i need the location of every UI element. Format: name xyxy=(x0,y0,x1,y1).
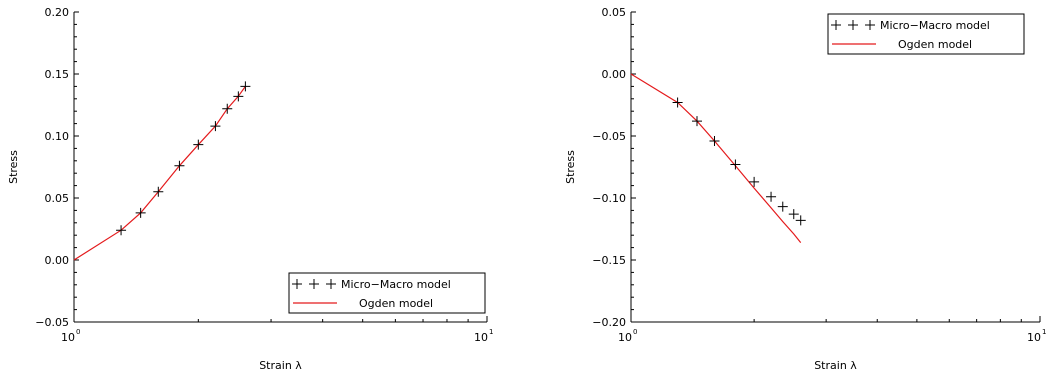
y-tick-label: −0.05 xyxy=(592,130,626,143)
x-axis-label: Strain λ xyxy=(259,359,302,372)
legend-box xyxy=(827,13,1025,55)
micro-macro-point xyxy=(749,176,760,187)
micro-macro-point xyxy=(730,159,741,170)
micro-macro-point xyxy=(788,209,799,220)
legend-label: Ogden model xyxy=(359,297,433,310)
micro-macro-point xyxy=(692,116,702,127)
micro-macro-point xyxy=(222,103,233,114)
legend: Micro−Macro model Ogden model xyxy=(827,13,1025,55)
legend-plus-marker xyxy=(865,20,875,30)
y-tick-label: 0.20 xyxy=(45,6,70,19)
micro-macro-point xyxy=(193,139,204,150)
y-axis-label: Stress xyxy=(7,150,20,184)
y-tick-label: 0.00 xyxy=(602,68,627,81)
y-tick-label: −0.10 xyxy=(592,192,626,205)
micro-macro-point xyxy=(672,97,683,108)
micro-macro-point xyxy=(795,215,806,226)
ogden-model-line xyxy=(630,73,802,243)
micro-macro-point xyxy=(240,81,251,92)
x-tick-label: 10 xyxy=(618,331,632,344)
micro-macro-point xyxy=(210,121,221,132)
legend-label: Micro−Macro model xyxy=(341,278,451,291)
legend-box xyxy=(288,272,486,314)
x-tick-exponent: 1 xyxy=(1042,328,1046,336)
y-tick-label: −0.20 xyxy=(592,316,626,329)
y-tick-label: 0.15 xyxy=(45,68,70,81)
micro-macro-point xyxy=(709,135,720,146)
y-tick-label: 0.05 xyxy=(602,6,627,19)
x-axis-label: Strain λ xyxy=(814,359,857,372)
legend-label: Ogden model xyxy=(898,38,972,51)
y-tick-label: 0.10 xyxy=(45,130,70,143)
x-tick-exponent: 0 xyxy=(633,328,637,336)
legend: Micro−Macro model Ogden model xyxy=(288,272,486,314)
y-tick-label: 0.05 xyxy=(45,192,70,205)
x-tick-label: 10 xyxy=(61,331,75,344)
micro-macro-point xyxy=(233,91,244,102)
legend-plus-marker xyxy=(309,279,319,289)
legend-plus-marker xyxy=(848,20,858,30)
ogden-model-line xyxy=(73,86,246,261)
x-tick-label: 10 xyxy=(474,331,488,344)
y-tick-label: −0.05 xyxy=(35,316,69,329)
y-tick-label: 0.00 xyxy=(45,254,70,267)
micro-macro-point xyxy=(174,160,185,171)
x-tick-label: 10 xyxy=(1027,331,1041,344)
micro-macro-point xyxy=(116,225,127,236)
legend-plus-marker xyxy=(831,20,841,30)
micro-macro-point xyxy=(766,191,777,202)
micro-macro-point xyxy=(135,207,146,218)
micro-macro-point xyxy=(777,201,788,212)
micro-macro-point xyxy=(153,186,164,197)
legend-plus-marker xyxy=(292,279,302,289)
legend-plus-marker xyxy=(326,279,336,289)
legend-label: Micro−Macro model xyxy=(880,19,990,32)
y-axis-label: Stress xyxy=(564,150,577,184)
x-tick-exponent: 0 xyxy=(76,328,80,336)
y-tick-label: −0.15 xyxy=(592,254,626,267)
x-tick-exponent: 1 xyxy=(489,328,493,336)
